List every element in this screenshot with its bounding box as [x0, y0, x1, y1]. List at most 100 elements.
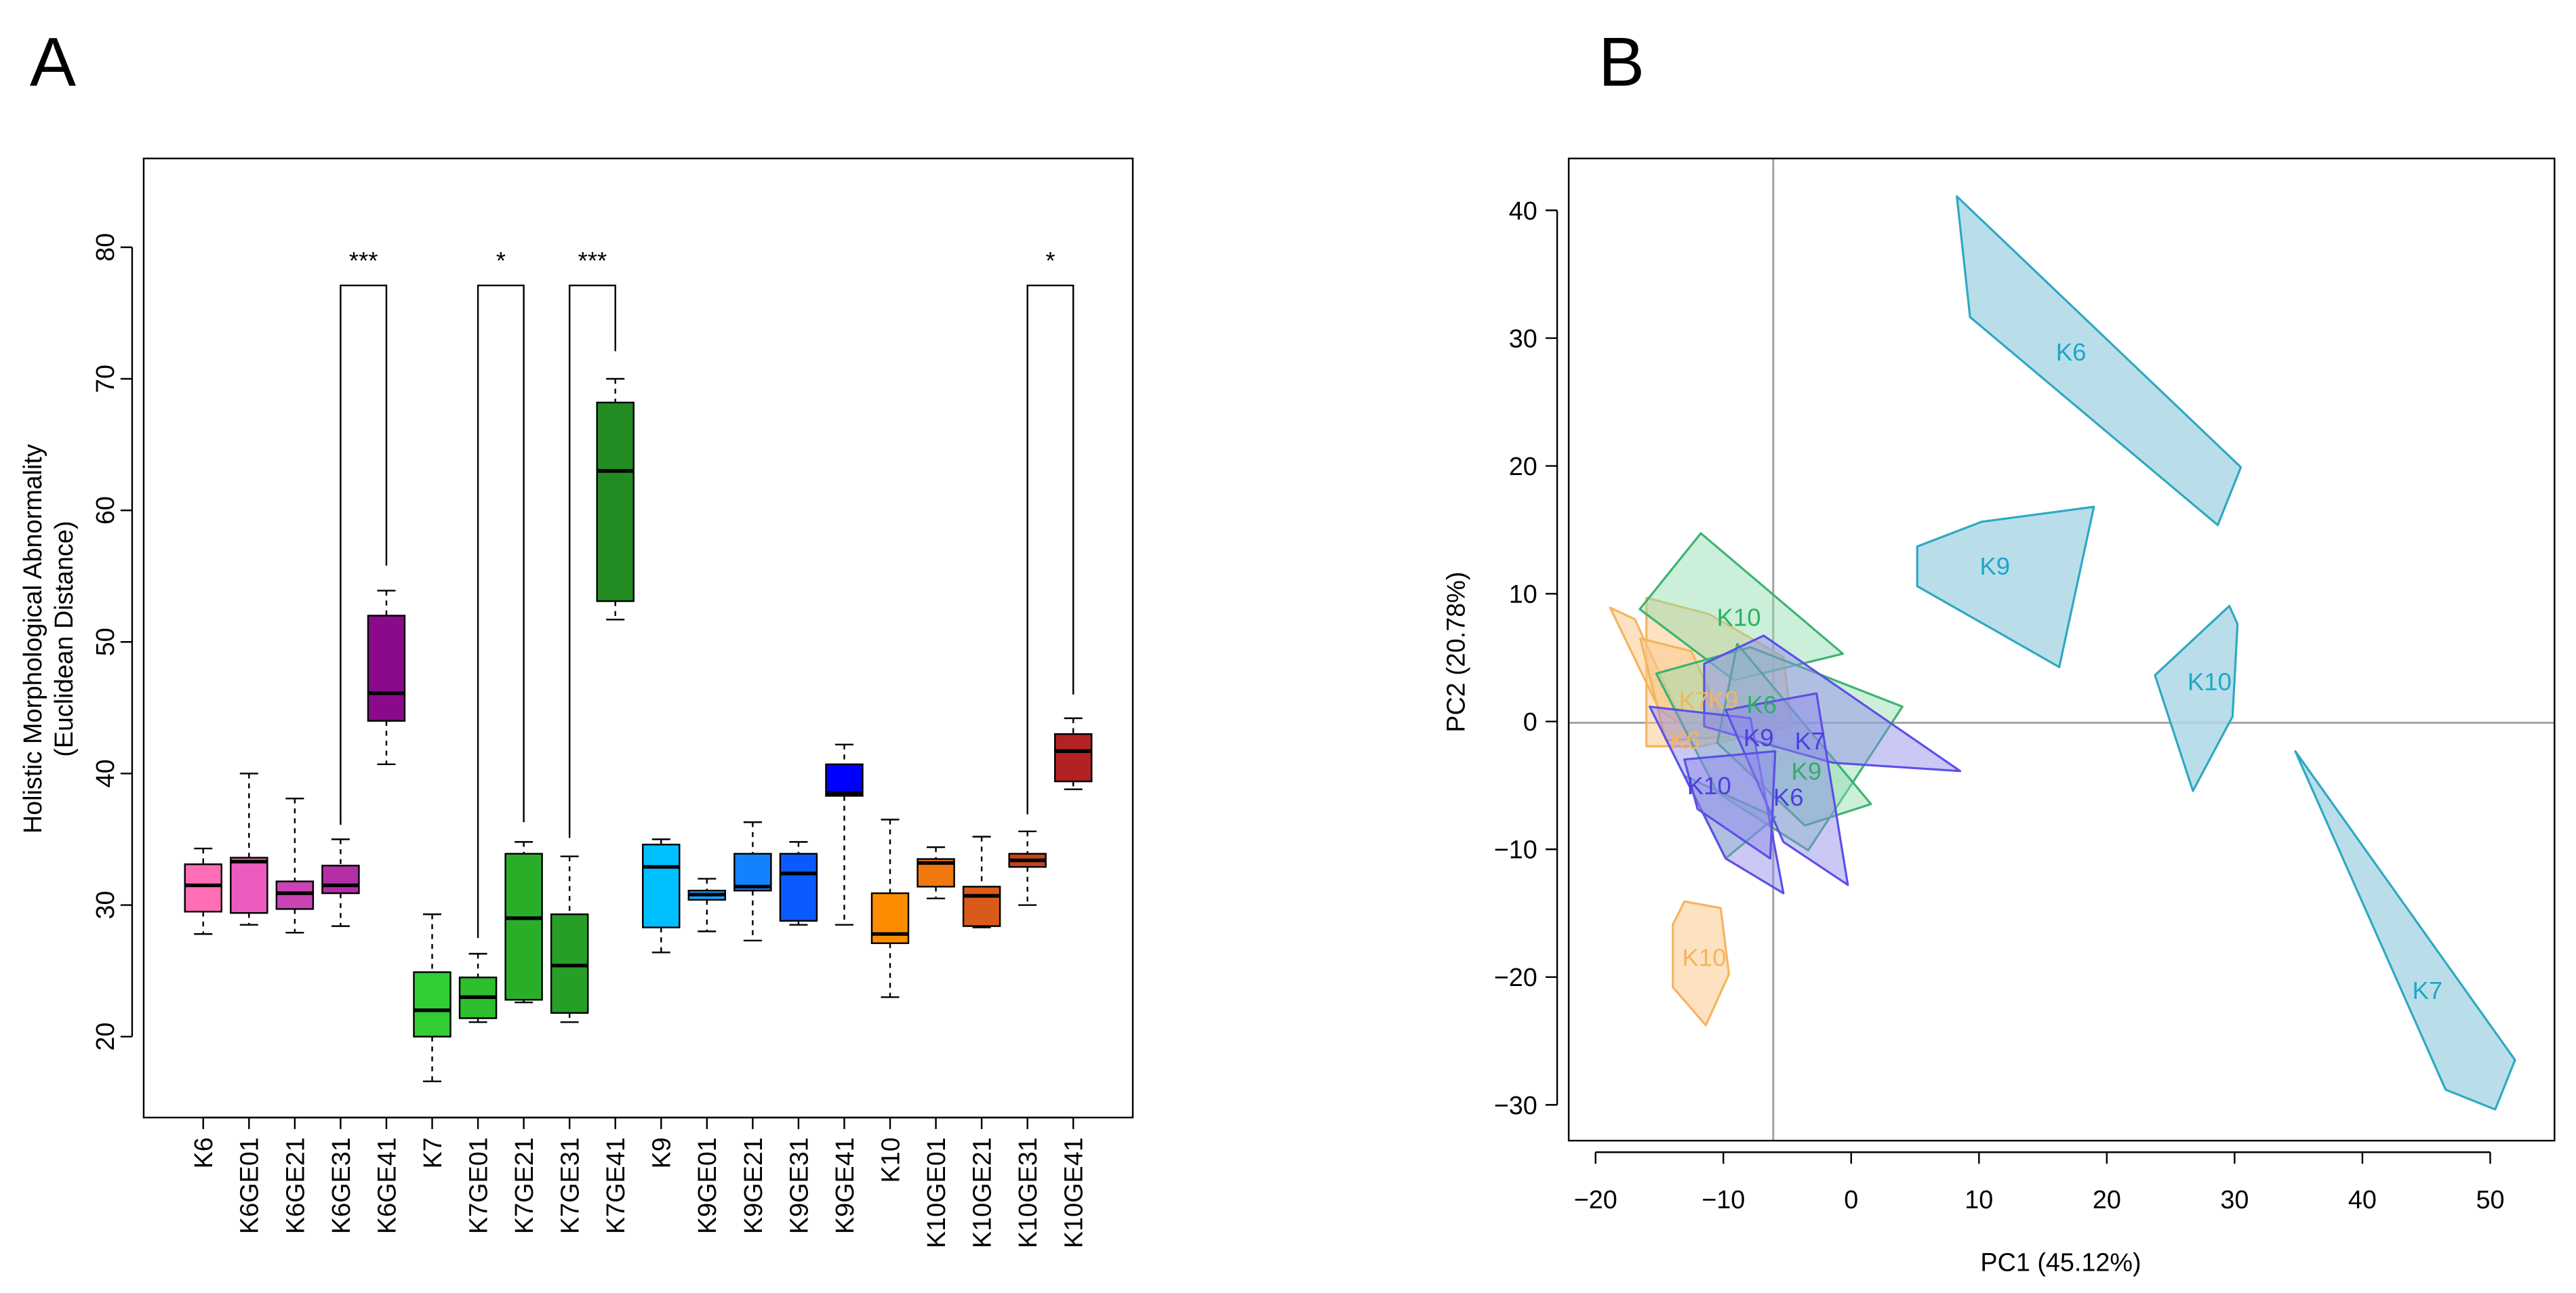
y-tick-label: 20 — [1509, 452, 1537, 480]
x-tick-label-k7ge31: K7GE31 — [556, 1137, 584, 1234]
y-tick-label: 40 — [1509, 197, 1537, 225]
box-k6 — [184, 847, 223, 935]
panel-a-y-axis-subtitle: (Euclidean Distance) — [49, 521, 78, 757]
x-tick-label-k6ge31: K6GE31 — [327, 1137, 355, 1234]
bracket-line — [568, 284, 616, 838]
panel-a-plot-frame — [142, 157, 1134, 1119]
interquartile-box — [962, 886, 1001, 927]
panel-b-plot-frame — [1567, 157, 2556, 1142]
hull-polygon-k9 — [1916, 506, 2095, 668]
panel-a-letter: A — [30, 23, 77, 101]
x-tick-label-k9ge21: K9GE21 — [739, 1137, 767, 1234]
x-tick-label: 10 — [1965, 1185, 1993, 1214]
bracket-line — [340, 284, 388, 825]
x-tick-label: 0 — [1844, 1185, 1858, 1214]
x-tick-label-k6ge41: K6GE41 — [372, 1137, 401, 1234]
x-tick-label-k6ge01: K6GE01 — [235, 1137, 264, 1234]
box-k9ge01 — [687, 878, 727, 932]
interquartile-box — [779, 853, 818, 922]
significance-bracket: * — [1026, 247, 1074, 815]
panel-a-plot-area: 20 30 40 50 60 70 80 K6 K6GE01 K6GE21 K6GE31 K6GE41… — [91, 233, 1093, 1248]
hull-label-k10: K10 — [2188, 668, 2232, 695]
interquartile-box — [1053, 733, 1093, 783]
y-tick-label: 80 — [91, 233, 119, 262]
y-tick-label: −30 — [1494, 1091, 1537, 1120]
box-k9ge31 — [779, 841, 818, 926]
hull-polygon-k10 — [1672, 900, 1731, 1027]
hull-label-k10: K10 — [1717, 603, 1761, 631]
box-k7ge31 — [550, 855, 589, 1023]
hull-label-k7: K7 — [2413, 977, 2443, 1004]
x-tick-label-k6ge21: K6GE21 — [281, 1137, 309, 1234]
y-tick-label: 10 — [1509, 579, 1537, 608]
hull-polygon-k6 — [1956, 195, 2242, 527]
x-tick-label-k7ge01: K7GE01 — [464, 1137, 492, 1234]
x-tick-label-k9ge31: K9GE31 — [784, 1137, 813, 1234]
x-tick-label-k10ge41: K10GE41 — [1060, 1137, 1088, 1248]
interquartile-box — [596, 401, 635, 602]
box-k10 — [870, 819, 910, 998]
interquartile-box — [184, 863, 223, 913]
significance-label: *** — [578, 247, 607, 274]
box-k10ge21 — [962, 836, 1001, 928]
hull-label-k7: K7 — [1795, 727, 1826, 755]
panel-b-x-axis-title: PC1 (45.12%) — [1980, 1248, 2141, 1277]
y-tick-label: 70 — [91, 365, 119, 393]
bracket-line — [1026, 284, 1074, 815]
interquartile-box — [825, 763, 864, 797]
x-tick-label: −20 — [1574, 1185, 1617, 1214]
box-k9ge21 — [733, 821, 772, 942]
box-k7ge41 — [596, 377, 635, 621]
panel-a-y-axis-title: Holistic Morphological Abnormality — [18, 444, 47, 834]
x-tick-label-k10ge21: K10GE21 — [968, 1137, 997, 1248]
box-k10ge31 — [1008, 830, 1047, 906]
hull-label-k7: K7 — [1679, 687, 1710, 715]
x-tick-label-k10: K10 — [876, 1137, 904, 1183]
x-tick-label: 20 — [2093, 1185, 2121, 1214]
x-tick-label-k6: K6 — [189, 1137, 218, 1168]
x-tick-label-k7: K7 — [418, 1137, 447, 1168]
box-k6ge31 — [321, 838, 360, 927]
panel-b-letter: B — [1598, 23, 1645, 101]
x-tick-label-k7ge21: K7GE21 — [510, 1137, 538, 1234]
significance-label: *** — [349, 247, 378, 274]
interquartile-box — [504, 853, 543, 1001]
y-tick-label: 60 — [91, 496, 119, 525]
x-tick-label: 40 — [2348, 1185, 2377, 1214]
hull-label-k6: K6 — [2056, 338, 2087, 366]
hull-polygon-k7 — [2294, 750, 2516, 1111]
significance-label: * — [1045, 247, 1055, 274]
x-tick-label-k10ge31: K10GE31 — [1013, 1137, 1042, 1248]
box-k10ge41 — [1053, 717, 1093, 790]
hull-layer — [1609, 195, 2516, 1111]
box-k6ge01 — [230, 773, 268, 926]
hull-polygon-k10 — [1638, 532, 1845, 682]
x-tick-label-k10ge01: K10GE01 — [922, 1137, 950, 1248]
x-tick-label-k9: K9 — [647, 1137, 676, 1168]
hull-label-k10: K10 — [1687, 772, 1731, 800]
interquartile-box — [413, 971, 451, 1038]
significance-bracket: * — [477, 247, 525, 939]
y-tick-label: 50 — [91, 628, 119, 656]
bracket-line — [477, 284, 525, 939]
interquartile-box — [275, 880, 315, 910]
box-k10ge01 — [917, 846, 955, 900]
box-k6ge21 — [275, 798, 315, 934]
interquartile-box — [642, 844, 681, 928]
panel-b-plot-area: −20 −10 0 10 20 30 40 50 −30 −20 −10 0 10 20 30 40 K10 K9… — [1494, 158, 2555, 1214]
interquartile-box — [550, 913, 589, 1014]
x-tick-label-k9ge01: K9GE01 — [693, 1137, 721, 1234]
hull-label-k9: K9 — [1791, 757, 1822, 785]
x-tick-label-k7ge41: K7GE41 — [601, 1137, 630, 1234]
hull-label-k6: K6 — [1773, 783, 1804, 811]
hull-label-k9: K9 — [1979, 552, 2010, 580]
x-tick-label: −10 — [1702, 1185, 1745, 1214]
hull-label-k6: K6 — [1746, 691, 1777, 718]
y-tick-label: 30 — [1509, 324, 1537, 352]
box-k7 — [413, 913, 451, 1082]
interquartile-box — [367, 615, 406, 722]
x-tick-label-k9ge41: K9GE41 — [830, 1137, 859, 1234]
box-k7ge21 — [504, 841, 543, 1004]
